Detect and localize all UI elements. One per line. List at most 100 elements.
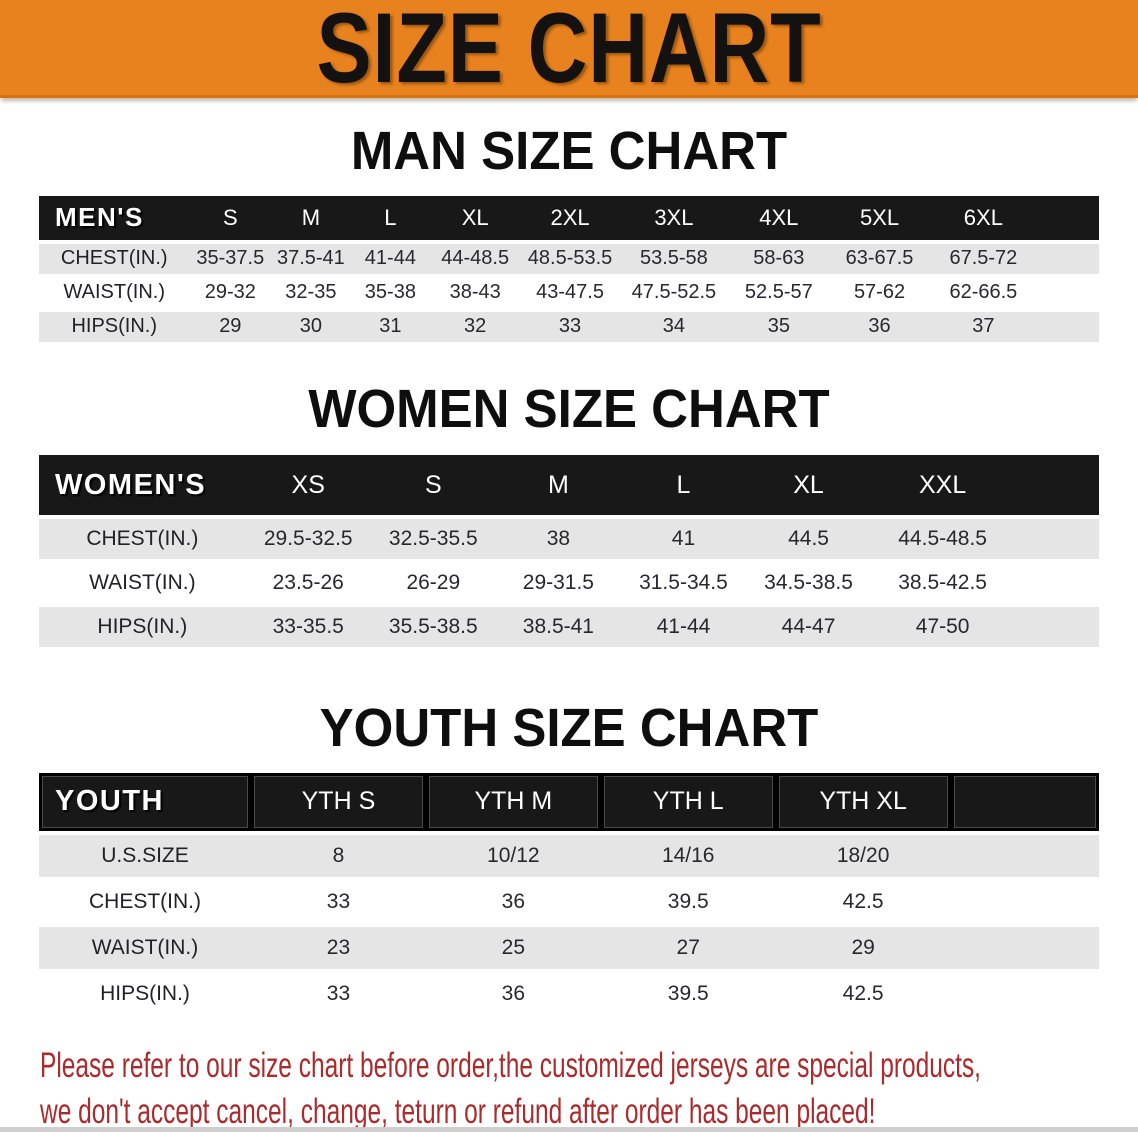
- mens-size-column-header: 6XL: [929, 195, 1038, 240]
- youth-size-value-cell: 39.5: [600, 972, 776, 1015]
- womens-size-value-cell: 35.5-38.5: [370, 607, 496, 648]
- mens-size-value-cell: 37: [929, 311, 1038, 342]
- mens-row-filler: [1037, 311, 1099, 342]
- youth-size-value-cell: 14/16: [600, 834, 776, 877]
- womens-size-value-cell: 31.5-34.5: [620, 563, 746, 604]
- womens-row-filler: [1014, 519, 1099, 560]
- womens-size-value-cell: 47-50: [871, 607, 1015, 648]
- womens-table-row: HIPS(IN.) 33-35.5 35.5-38.5 38.5-41 41-44 44-…: [39, 607, 1099, 648]
- youth-header-filler: [950, 772, 1099, 831]
- youth-size-table: YOUTH YTH S YTH M YTH L YTH XL U.S.SIZE 8 10/1…: [39, 769, 1099, 1019]
- mens-size-value-cell: 63-67.5: [829, 243, 930, 274]
- mens-size-value-cell: 29-32: [189, 277, 272, 308]
- womens-size-value-cell: 41-44: [620, 607, 746, 648]
- mens-table-row: CHEST(IN.) 35-37.5 37.5-41 41-44 44-48.5 48.5…: [39, 243, 1099, 274]
- mens-size-value-cell: 30: [271, 311, 351, 342]
- womens-size-column-header: XS: [245, 455, 371, 516]
- womens-table-row: CHEST(IN.) 29.5-32.5 32.5-35.5 38 41 44.5 44.5…: [39, 519, 1099, 560]
- womens-size-value-cell: 44.5-48.5: [871, 519, 1015, 560]
- mens-size-value-cell: 53.5-58: [619, 243, 728, 274]
- womens-row-filler: [1014, 607, 1099, 648]
- youth-size-column-header: YTH S: [251, 772, 426, 831]
- womens-table-label: WOMEN'S: [39, 455, 246, 516]
- youth-size-value-cell: 42.5: [775, 880, 951, 923]
- mens-size-column-header: 4XL: [727, 195, 830, 240]
- mens-size-value-cell: 38-43: [430, 277, 521, 308]
- mens-row-filler: [1037, 277, 1099, 308]
- mens-size-value-cell: 33: [520, 311, 620, 342]
- womens-size-value-cell: 23.5-26: [245, 563, 371, 604]
- womens-size-value-cell: 38.5-41: [495, 607, 621, 648]
- banner-title: SIZE CHART: [316, 0, 822, 103]
- mens-size-value-cell: 67.5-72: [929, 243, 1038, 274]
- youth-size-value-cell: 29: [775, 926, 951, 969]
- womens-row-label: CHEST(IN.): [39, 519, 246, 560]
- disclaimer: Please refer to our size chart before or…: [40, 1043, 1138, 1132]
- youth-size-column-header: YTH XL: [775, 772, 951, 831]
- youth-size-chart-heading: YOUTH SIZE CHART: [319, 697, 819, 758]
- mens-size-value-cell: 62-66.5: [929, 277, 1038, 308]
- mens-header-filler: [1037, 195, 1099, 240]
- womens-size-column-header: M: [495, 455, 621, 516]
- mens-size-column-header: XL: [430, 195, 521, 240]
- womens-header-filler: [1014, 455, 1099, 516]
- mens-size-column-header: L: [350, 195, 431, 240]
- youth-row-label: WAIST(IN.): [39, 926, 251, 969]
- youth-size-column-header: YTH M: [425, 772, 601, 831]
- mens-size-value-cell: 37.5-41: [271, 243, 351, 274]
- youth-size-value-cell: 8: [251, 834, 426, 877]
- mens-size-value-cell: 29: [189, 311, 272, 342]
- womens-row-label: WAIST(IN.): [39, 563, 246, 604]
- youth-size-column-header: YTH L: [600, 772, 776, 831]
- womens-size-value-cell: 29.5-32.5: [245, 519, 371, 560]
- mens-size-value-cell: 35-38: [350, 277, 431, 308]
- mens-size-column-header: 5XL: [829, 195, 930, 240]
- mens-row-filler: [1037, 243, 1099, 274]
- youth-row-filler: [950, 880, 1099, 923]
- mens-size-value-cell: 34: [619, 311, 728, 342]
- womens-size-column-header: XXL: [871, 455, 1015, 516]
- youth-size-value-cell: 36: [425, 972, 601, 1015]
- womens-size-value-cell: 41: [620, 519, 746, 560]
- womens-size-value-cell: 32.5-35.5: [370, 519, 496, 560]
- womens-header-row: WOMEN'S XS S M L XL XXL: [39, 455, 1099, 516]
- womens-row-label: HIPS(IN.): [39, 607, 246, 648]
- youth-row-filler: [950, 926, 1099, 969]
- mens-header-row: MEN'S S M L XL 2XL 3XL 4XL 5XL 6XL: [39, 195, 1099, 240]
- mens-table-row: WAIST(IN.) 29-32 32-35 35-38 38-43 43-47.5 47.…: [39, 277, 1099, 308]
- youth-row-label: HIPS(IN.): [39, 972, 251, 1015]
- bottom-edge-strip: [0, 1127, 1138, 1132]
- youth-row-label: U.S.SIZE: [39, 834, 251, 877]
- youth-size-value-cell: 33: [251, 972, 426, 1015]
- mens-table-label: MEN'S: [39, 195, 190, 240]
- womens-size-table: WOMEN'S XS S M L XL XXL CHEST(IN.) 29.5-32.5 32.…: [39, 451, 1099, 651]
- mens-size-value-cell: 43-47.5: [520, 277, 620, 308]
- womens-size-value-cell: 38.5-42.5: [871, 563, 1015, 604]
- mens-row-label: WAIST(IN.): [39, 277, 190, 308]
- mens-size-value-cell: 32: [430, 311, 521, 342]
- youth-table-row: U.S.SIZE 8 10/12 14/16 18/20: [39, 834, 1099, 877]
- women-size-chart-heading: WOMEN SIZE CHART: [308, 378, 830, 438]
- mens-size-value-cell: 32-35: [271, 277, 351, 308]
- mens-size-value-cell: 31: [350, 311, 431, 342]
- youth-table-label: YOUTH: [39, 772, 251, 831]
- womens-size-value-cell: 34.5-38.5: [746, 563, 872, 604]
- youth-table-row: WAIST(IN.) 23 25 27 29: [39, 926, 1099, 969]
- mens-size-table: MEN'S S M L XL 2XL 3XL 4XL 5XL 6XL CHEST(IN.) 35-3…: [39, 192, 1099, 346]
- youth-size-value-cell: 10/12: [425, 834, 601, 877]
- mens-row-label: CHEST(IN.): [39, 243, 190, 274]
- youth-size-value-cell: 33: [251, 880, 426, 923]
- youth-header-row: YOUTH YTH S YTH M YTH L YTH XL: [39, 772, 1099, 831]
- disclaimer-line-2: we don't accept cancel, change, teturn o…: [40, 1091, 876, 1131]
- youth-size-value-cell: 18/20: [775, 834, 951, 877]
- youth-row-filler: [950, 834, 1099, 877]
- womens-size-value-cell: 44-47: [746, 607, 872, 648]
- youth-size-value-cell: 39.5: [600, 880, 776, 923]
- mens-size-value-cell: 35: [727, 311, 830, 342]
- mens-size-value-cell: 58-63: [727, 243, 830, 274]
- mens-size-column-header: S: [189, 195, 272, 240]
- youth-size-value-cell: 25: [425, 926, 601, 969]
- mens-size-value-cell: 41-44: [350, 243, 431, 274]
- youth-size-value-cell: 36: [425, 880, 601, 923]
